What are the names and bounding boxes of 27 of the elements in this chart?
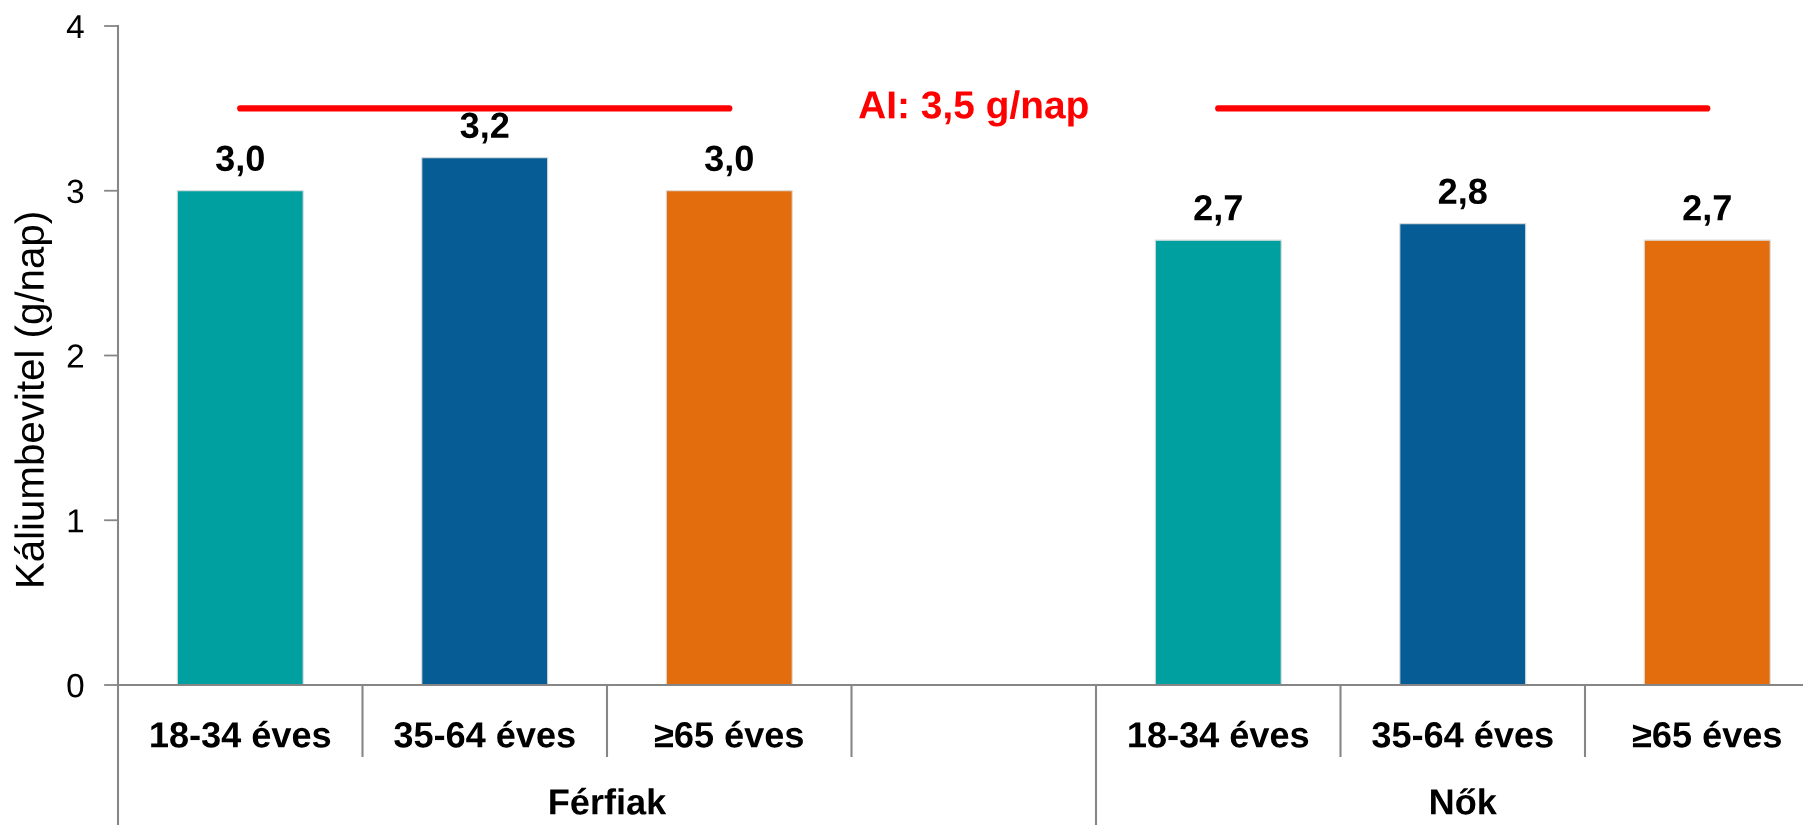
y-tick-label: 2 <box>67 344 83 368</box>
x-tick-label: 18-34 éves <box>1129 720 1309 748</box>
text: Nők <box>1431 788 1497 815</box>
y-tick-label: 4 <box>66 15 84 39</box>
bar <box>1154 239 1282 685</box>
data-label: 2,7 <box>1683 194 1731 226</box>
bar <box>1399 223 1527 685</box>
bar <box>1643 239 1771 685</box>
x-tick-label: ≥65 éves <box>1632 720 1781 748</box>
x-tick-label: 35-64 éves <box>1372 720 1553 748</box>
data-label: 3,0 <box>704 145 753 177</box>
data-label: 3,2 <box>460 112 509 144</box>
ref-line-label: AI: 3,5 g/nap <box>859 90 1088 127</box>
y-axis-title: Káliumbevitel (g/nap) <box>13 213 52 586</box>
y-tick-label: 0 <box>67 673 84 698</box>
bar <box>421 157 549 685</box>
bar <box>665 190 793 685</box>
data-label: 2,8 <box>1438 178 1487 210</box>
x-tick-label: ≥65 éves <box>654 720 803 748</box>
data-label: 3,0 <box>215 145 264 177</box>
bar <box>176 190 304 685</box>
y-tick-label: 1 <box>68 509 84 533</box>
x-tick-label: 35-64 éves <box>394 720 575 748</box>
data-label: 2,7 <box>1194 194 1242 226</box>
x-tick-label: 18-34 éves <box>151 720 331 748</box>
text: Férfiak <box>550 787 667 815</box>
y-tick-label: 3 <box>67 179 84 204</box>
